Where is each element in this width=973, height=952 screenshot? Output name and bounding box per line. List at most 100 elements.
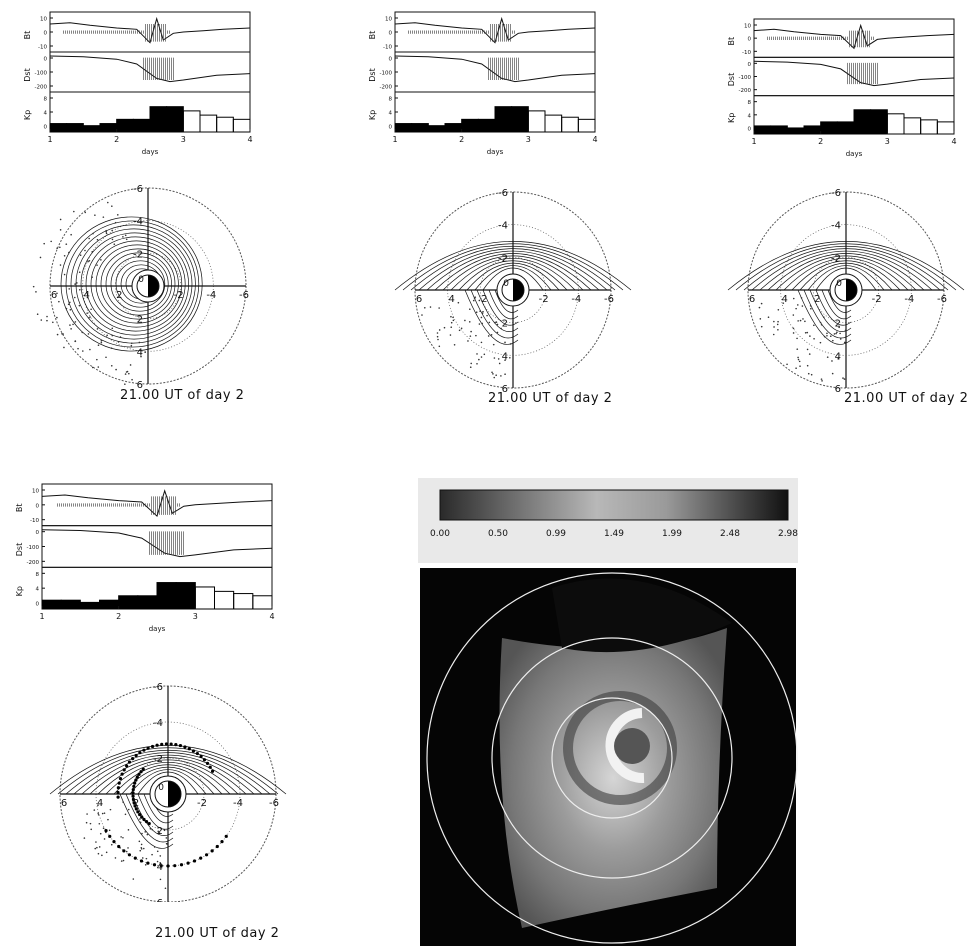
- scatter-dot: [113, 243, 115, 245]
- tick-label: -2: [197, 798, 207, 809]
- plasmapause-dot: [133, 782, 136, 785]
- colorbar-tick-label: 1.99: [662, 529, 682, 539]
- scatter-dot: [94, 848, 96, 850]
- tick-label: -200: [739, 88, 752, 94]
- tick-label: -2: [831, 253, 841, 264]
- scatter-dot: [845, 330, 847, 332]
- scatter-dot: [63, 347, 65, 349]
- tick-label: 1: [392, 135, 397, 144]
- scatter-dot: [476, 311, 478, 313]
- scatter-dot: [142, 857, 144, 859]
- polar-panel-3: -6 -4 -2 0 2 4 6 6 4 2 -2 -4 -6 21.00 UT of day 2: [716, 182, 973, 416]
- scatter-dot: [844, 378, 846, 380]
- tick-label: 1: [751, 137, 756, 146]
- tick-label: -10: [38, 45, 47, 51]
- kp-bar: [445, 124, 462, 132]
- tick-label: 0: [158, 783, 164, 793]
- series-bt-line: [754, 26, 954, 49]
- tick-label: 0: [748, 37, 752, 43]
- scatter-dot: [430, 306, 432, 308]
- tick-label: 4: [83, 290, 89, 301]
- kp-bar: [80, 602, 99, 609]
- scatter-dot: [106, 335, 108, 337]
- scatter-dot: [97, 366, 99, 368]
- tick-label: 2: [835, 319, 841, 330]
- timeseries-chart: Bt 10 0 -10 Dst 0 -100 -200 Kp 8 4 0 1 2 3 4 days: [20, 8, 270, 158]
- scatter-dot: [131, 342, 133, 344]
- tick-label: 2: [502, 319, 508, 330]
- tick-label: 3: [181, 135, 186, 144]
- plasmapause-dot: [166, 864, 169, 867]
- tick-label: 0: [44, 31, 48, 37]
- scatter-dot: [90, 308, 92, 310]
- scatter-dot: [52, 321, 54, 323]
- plasmapause-dot: [203, 758, 206, 761]
- tick-label: -200: [35, 85, 48, 91]
- scatter-dot: [479, 310, 481, 312]
- axis-label: Kp: [15, 586, 24, 596]
- plasmapause-dot: [188, 747, 191, 750]
- timeseries-panel-2: Bt 10 0 -10 Dst 0 -100 -200 Kp 8 4 0 1 2 3 4 days: [365, 8, 615, 162]
- scatter-dot: [143, 848, 145, 850]
- scatter-dot: [827, 356, 829, 358]
- scatter-dot: [470, 363, 472, 365]
- tick-label: -2: [498, 253, 508, 264]
- scatter-dot: [96, 847, 98, 849]
- scatter-dot: [80, 254, 82, 256]
- scatter-dot: [111, 844, 113, 846]
- plasmapause-dot: [118, 781, 121, 784]
- scatter-dot: [761, 326, 763, 328]
- scatter-dot: [115, 857, 117, 859]
- scatter-dot: [437, 336, 439, 338]
- tick-label: 0: [748, 127, 752, 133]
- scatter-dot: [166, 837, 168, 839]
- axis-label: Dst: [15, 543, 24, 556]
- scatter-dot: [84, 837, 86, 839]
- scatter-dot: [91, 251, 93, 253]
- scatter-dot: [821, 378, 823, 380]
- scatter-dot: [509, 357, 511, 359]
- scatter-dot: [439, 345, 441, 347]
- scatter-dot: [451, 322, 453, 324]
- scatter-dot: [93, 809, 95, 811]
- scatter-dot: [115, 369, 117, 371]
- plasmapause-dot: [205, 853, 208, 856]
- scatter-dot: [461, 327, 463, 329]
- scatter-dot: [111, 230, 113, 232]
- scatter-dot: [826, 335, 828, 337]
- plasmapause-dot: [225, 835, 228, 838]
- scatter-dot: [81, 332, 83, 334]
- plasmapause-dot: [173, 864, 176, 867]
- polar-caption: 21.00 UT of day 2: [844, 391, 968, 406]
- tick-label: 0: [44, 125, 48, 131]
- scatter-dot: [123, 860, 125, 862]
- scatter-dot: [131, 379, 133, 381]
- scatter-dot: [141, 848, 143, 850]
- scatter-dot: [56, 317, 58, 319]
- axes-frame: [754, 57, 954, 95]
- kp-bar: [67, 124, 84, 132]
- scatter-dot: [103, 216, 105, 218]
- plasmapause-dot: [135, 754, 138, 757]
- scatter-dot: [128, 373, 130, 375]
- scatter-dot: [92, 233, 94, 235]
- scatter-dot: [459, 329, 461, 331]
- scatter-dot: [126, 851, 128, 853]
- axes-frame: [754, 19, 954, 57]
- scatter-dot: [773, 334, 775, 336]
- tick-label: 4: [44, 111, 48, 117]
- plasmapause-dot: [186, 862, 189, 865]
- scatter-dot: [106, 852, 108, 854]
- axes-frame: [395, 12, 595, 52]
- polar-panel-1: -6 -4 -2 0 2 4 6 6 4 2 -2 -4 -6 21.00 UT of day 2: [0, 178, 300, 412]
- scatter-dot: [797, 304, 799, 306]
- scatter-dot: [69, 302, 71, 304]
- tick-label: 2: [459, 135, 464, 144]
- tick-label: 6: [157, 898, 163, 902]
- scatter-dot: [127, 371, 129, 373]
- scatter-dot: [40, 319, 42, 321]
- kp-bar: [150, 107, 167, 132]
- scatter-dot: [844, 342, 846, 344]
- tick-label: -4: [571, 294, 581, 305]
- plasmapause-dot: [131, 791, 134, 794]
